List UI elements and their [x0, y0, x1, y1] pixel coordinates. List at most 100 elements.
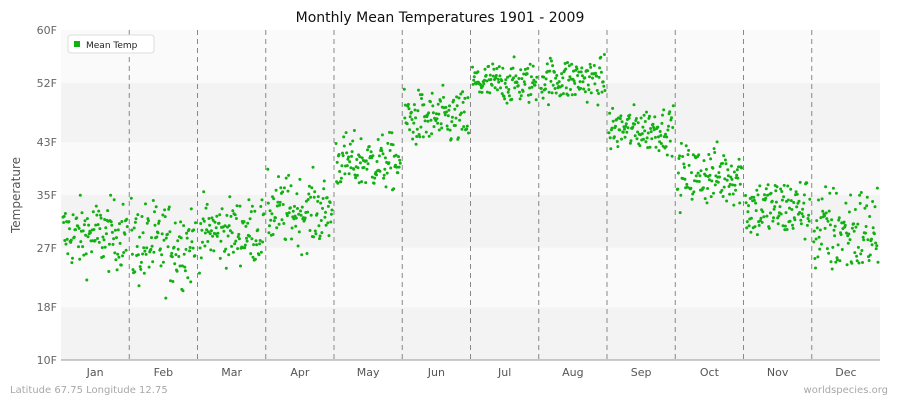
data-point — [704, 167, 708, 171]
data-point — [801, 207, 805, 211]
data-point — [121, 202, 125, 206]
data-point — [763, 193, 766, 197]
data-point — [69, 240, 73, 244]
data-point — [665, 135, 669, 139]
data-point — [215, 214, 219, 218]
data-point — [66, 252, 70, 256]
data-point — [769, 191, 773, 195]
data-point — [679, 193, 683, 197]
data-point — [867, 259, 871, 262]
data-point — [358, 155, 362, 159]
data-point — [527, 100, 531, 104]
data-point — [180, 264, 184, 268]
data-point — [430, 132, 434, 136]
data-point — [417, 133, 421, 136]
footer-source: worldspecies.org — [803, 385, 888, 396]
data-point — [313, 190, 317, 194]
data-point — [620, 137, 623, 141]
data-point — [156, 231, 160, 235]
data-point — [825, 217, 829, 221]
data-point — [203, 231, 207, 235]
data-point — [63, 239, 67, 242]
data-point — [662, 108, 666, 112]
data-point — [164, 236, 168, 240]
data-point — [175, 269, 179, 273]
legend-label: Mean Temp — [86, 41, 138, 51]
data-point — [642, 113, 646, 117]
data-point — [312, 195, 316, 199]
data-point — [116, 228, 120, 232]
data-point — [560, 72, 564, 76]
data-point — [503, 97, 507, 101]
data-point — [312, 235, 316, 239]
data-point — [334, 142, 338, 145]
data-point — [443, 113, 447, 117]
data-point — [339, 176, 343, 180]
data-point — [181, 289, 185, 293]
data-point — [836, 243, 840, 247]
data-point — [171, 280, 175, 283]
data-point — [709, 195, 713, 199]
data-point — [494, 76, 498, 80]
data-point — [354, 176, 358, 180]
data-point — [725, 199, 729, 203]
data-point — [870, 237, 873, 241]
data-point — [289, 184, 293, 188]
data-point — [189, 280, 193, 284]
data-point — [799, 222, 803, 226]
data-point — [619, 114, 623, 118]
data-point — [359, 137, 363, 141]
data-point — [521, 89, 525, 93]
data-point — [859, 191, 863, 194]
data-point — [309, 195, 313, 199]
data-point — [109, 220, 113, 224]
data-point — [472, 75, 476, 79]
data-point — [296, 244, 300, 248]
data-point — [316, 195, 320, 199]
data-point — [311, 165, 315, 169]
data-point — [303, 216, 307, 220]
data-point — [718, 165, 722, 168]
data-point — [868, 215, 872, 218]
data-point — [623, 127, 626, 131]
data-point — [378, 169, 382, 173]
data-point — [144, 202, 147, 206]
data-point — [856, 245, 860, 249]
y-tick-label: 10F — [37, 354, 57, 367]
data-point — [865, 204, 869, 208]
data-point — [875, 186, 879, 190]
data-point — [396, 171, 400, 175]
data-point — [482, 82, 486, 86]
data-point — [818, 228, 822, 232]
data-point — [160, 232, 164, 236]
data-point — [753, 225, 757, 229]
data-point — [247, 198, 251, 202]
data-point — [466, 96, 470, 100]
data-point — [230, 231, 234, 235]
data-point — [179, 220, 183, 224]
data-point — [709, 157, 713, 161]
data-point — [275, 226, 279, 230]
data-point — [271, 233, 275, 236]
data-point — [329, 220, 333, 224]
data-point — [812, 229, 816, 233]
data-point — [676, 187, 680, 191]
data-point — [199, 222, 203, 225]
data-point — [523, 67, 527, 71]
data-point — [453, 124, 457, 127]
data-point — [448, 128, 452, 132]
data-point — [603, 89, 607, 92]
data-point — [516, 84, 520, 88]
data-point — [831, 245, 835, 249]
data-point — [645, 136, 649, 140]
data-point — [649, 130, 653, 134]
data-point — [349, 166, 353, 170]
data-point — [870, 243, 874, 247]
data-point — [624, 122, 628, 126]
data-point — [526, 93, 530, 97]
data-point — [828, 191, 832, 195]
data-point — [450, 120, 454, 124]
data-point — [125, 217, 129, 221]
data-point — [394, 153, 398, 157]
data-point — [113, 228, 117, 232]
